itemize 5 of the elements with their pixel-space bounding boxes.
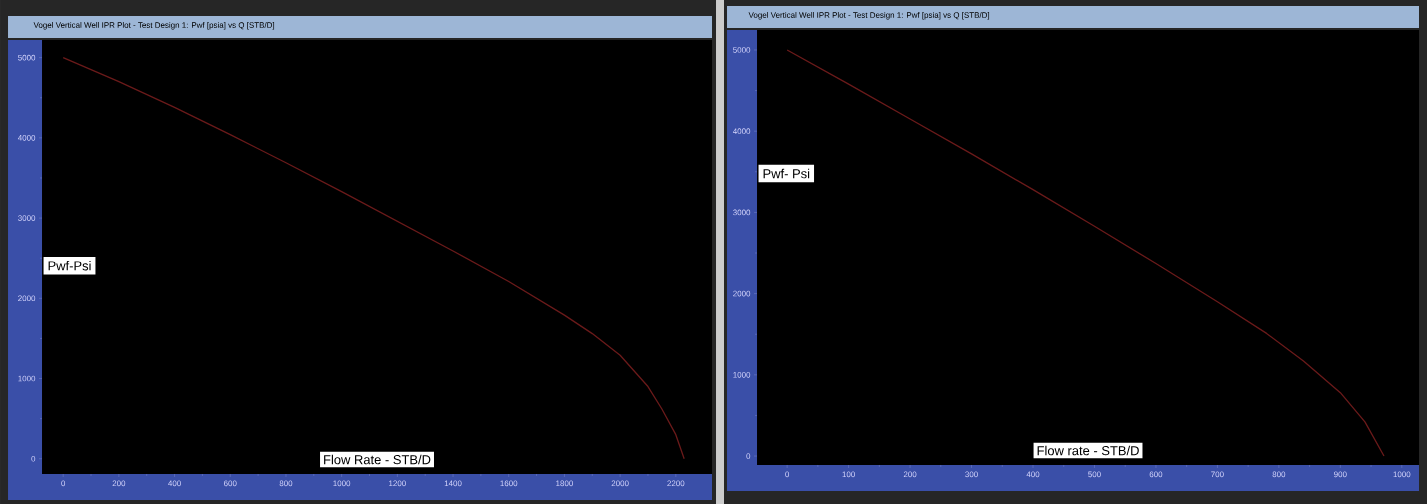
line-series xyxy=(786,49,1385,457)
y-axis-title: Pwf- Psi xyxy=(763,168,810,179)
y-axis-title: Pwf-Psi xyxy=(48,260,91,271)
x-axis-title: Flow rate - STB/D xyxy=(1037,445,1139,456)
x-axis-title: Flow Rate - STB/D xyxy=(324,454,431,465)
